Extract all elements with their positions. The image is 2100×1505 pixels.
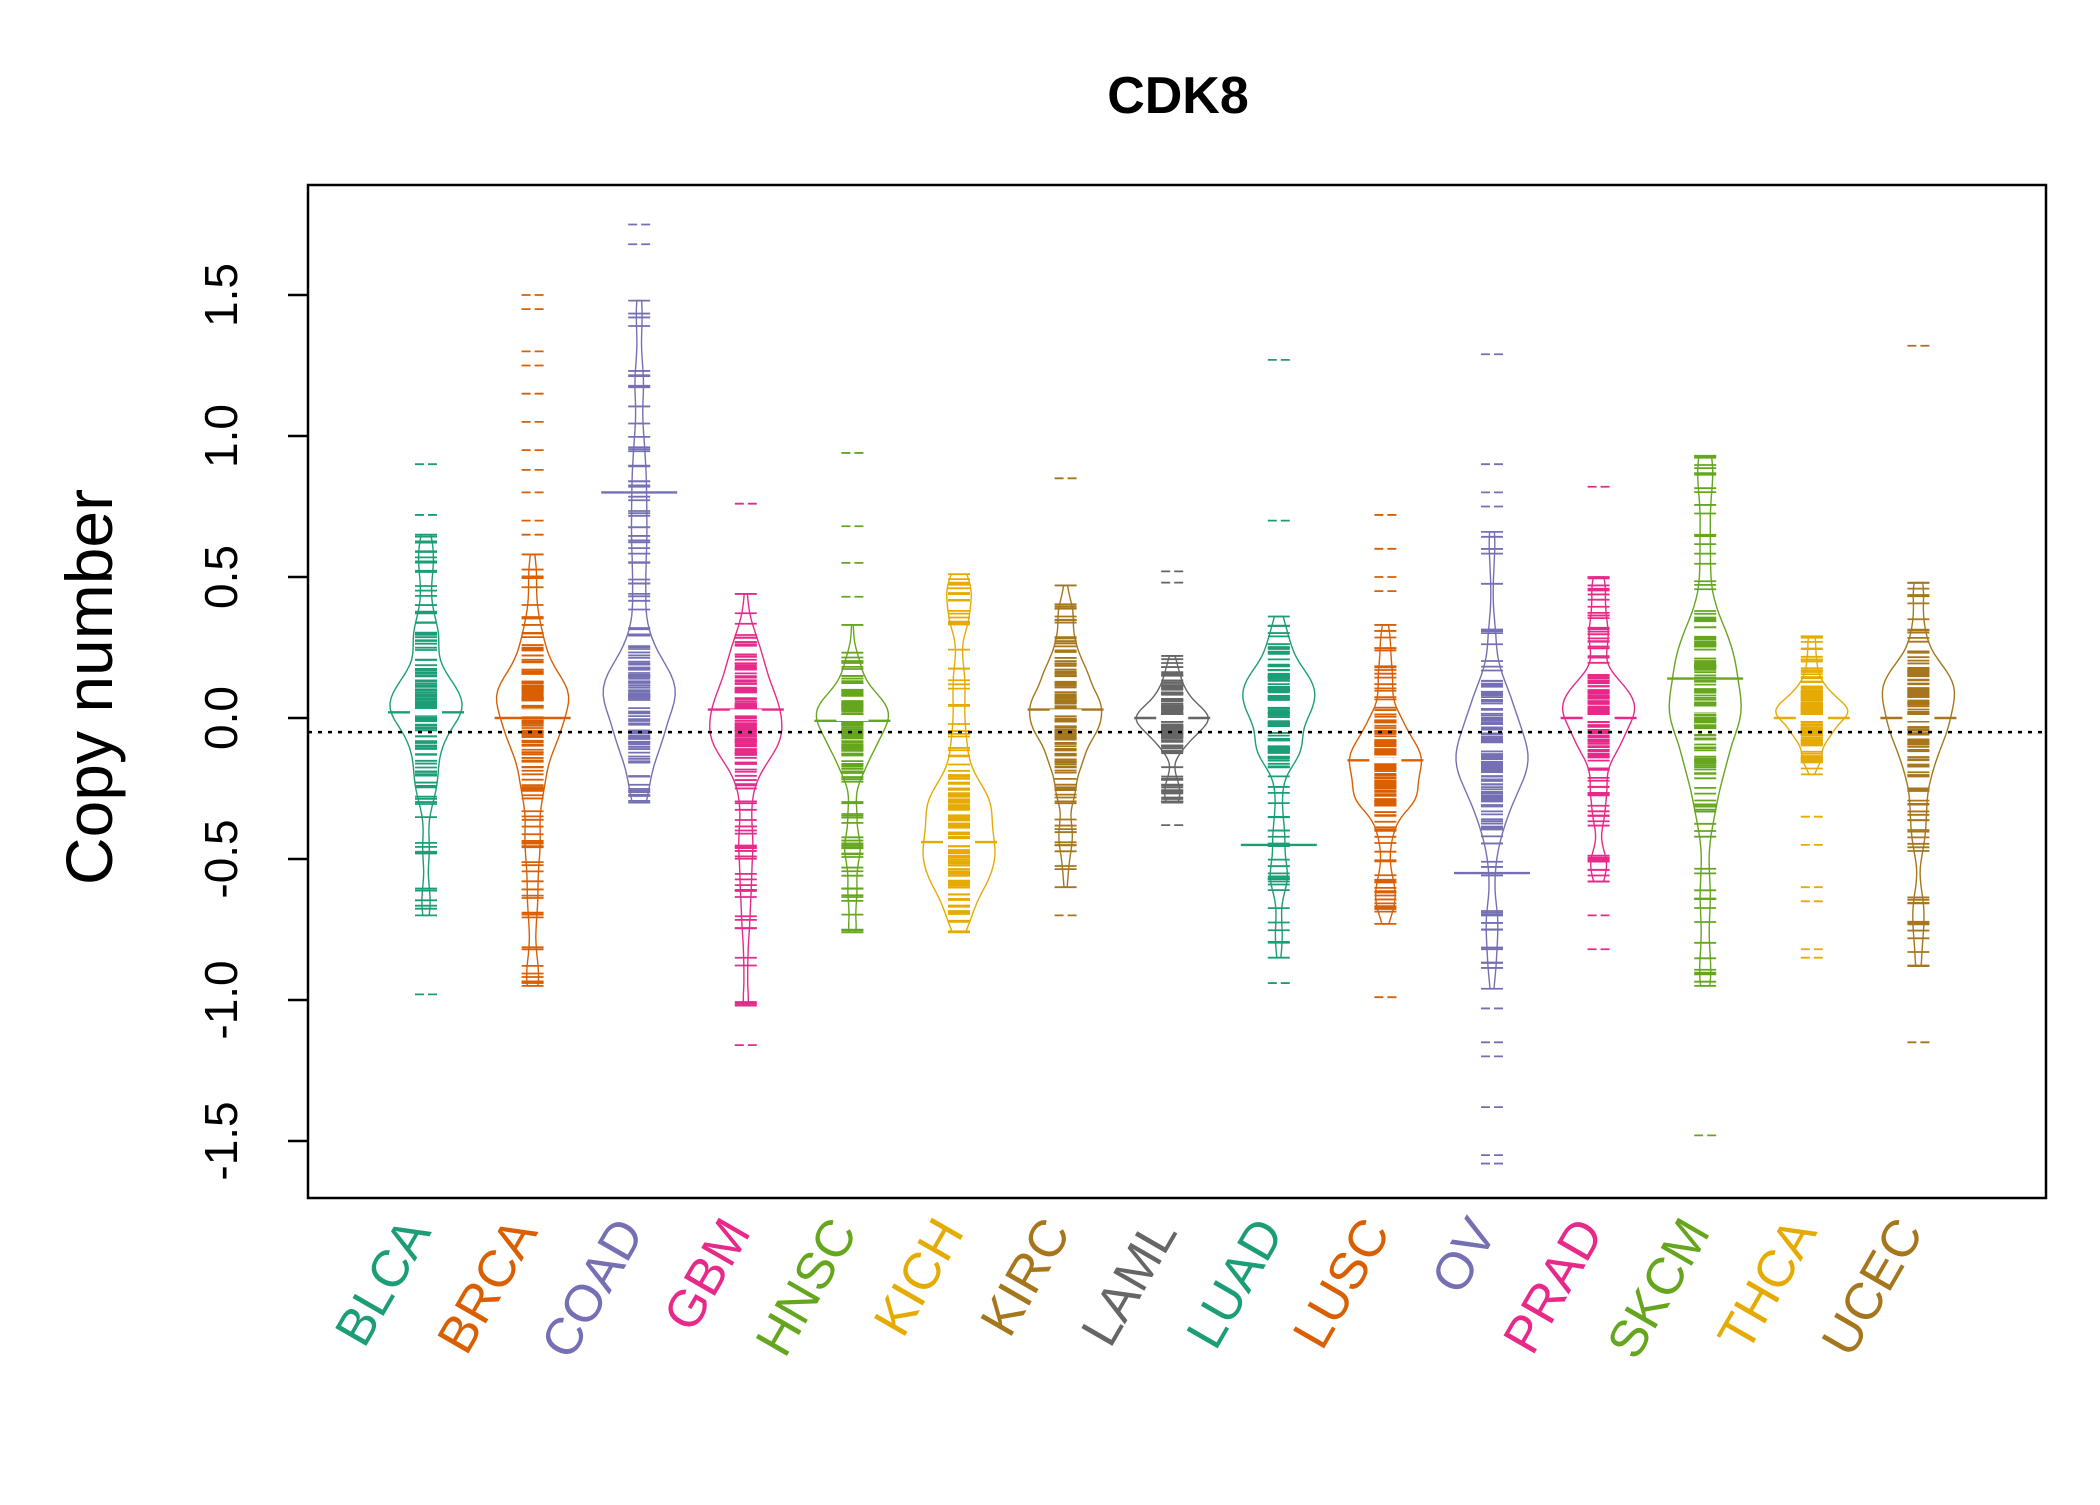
axes-layer: -1.5 -1.0 -0.5 0.0 0.5 1.0 1.5 xyxy=(195,183,2048,1200)
bean-ov xyxy=(1454,353,1530,1165)
y-axis-label: Copy number xyxy=(52,489,126,885)
bean-outline xyxy=(1455,531,1529,990)
y-tick-label: -0.5 xyxy=(195,819,247,898)
bean-thca xyxy=(1773,635,1850,959)
bean-kirc xyxy=(1027,477,1104,917)
bean-kich xyxy=(921,573,997,934)
plot-frame xyxy=(306,183,2048,1200)
x-tick-label-kirc: KIRC xyxy=(970,1209,1082,1346)
bean-blca xyxy=(388,463,464,996)
x-tick-label-hnsc: HNSC xyxy=(745,1209,869,1366)
y-tick-label: 1.0 xyxy=(195,404,247,468)
x-tick-label-gbm: GBM xyxy=(653,1209,762,1341)
bean-laml xyxy=(1134,570,1211,827)
bean-coad xyxy=(601,223,678,804)
x-tick-label-laml: LAML xyxy=(1070,1209,1188,1356)
y-axis: -1.5 -1.0 -0.5 0.0 0.5 1.0 1.5 xyxy=(195,263,308,1181)
x-tick-label-luad: LUAD xyxy=(1176,1209,1296,1358)
bean-ucec xyxy=(1880,344,1957,1044)
x-tick-label-thca: THCA xyxy=(1707,1209,1828,1361)
bean-outline xyxy=(922,573,996,933)
y-tick-label: -1.0 xyxy=(195,960,247,1039)
y-tick-label: 1.5 xyxy=(195,263,247,327)
bean-gbm xyxy=(707,502,784,1047)
bean-prad xyxy=(1560,485,1637,951)
bean-hnsc xyxy=(814,452,891,934)
x-tick-label-lusc: LUSC xyxy=(1282,1209,1402,1358)
x-tick-label-coad: COAD xyxy=(530,1209,655,1368)
x-tick-label-ov: OV xyxy=(1421,1209,1509,1303)
chart-title: CDK8 xyxy=(1107,67,1249,125)
y-tick-label: 0.0 xyxy=(195,686,247,750)
x-tick-label-ucec: UCEC xyxy=(1811,1209,1935,1366)
beans-layer xyxy=(388,223,1957,1165)
x-tick-label-kich: KICH xyxy=(863,1209,975,1346)
bean-luad xyxy=(1240,358,1317,984)
bean-skcm xyxy=(1667,454,1744,1137)
y-tick-label: 0.5 xyxy=(195,545,247,609)
x-tick-label-skcm: SKCM xyxy=(1596,1209,1721,1368)
x-tick-label-blca: BLCA xyxy=(324,1209,442,1356)
bean-brca xyxy=(494,294,571,987)
bean-lusc xyxy=(1347,514,1424,999)
y-tick-label: -1.5 xyxy=(195,1101,247,1180)
